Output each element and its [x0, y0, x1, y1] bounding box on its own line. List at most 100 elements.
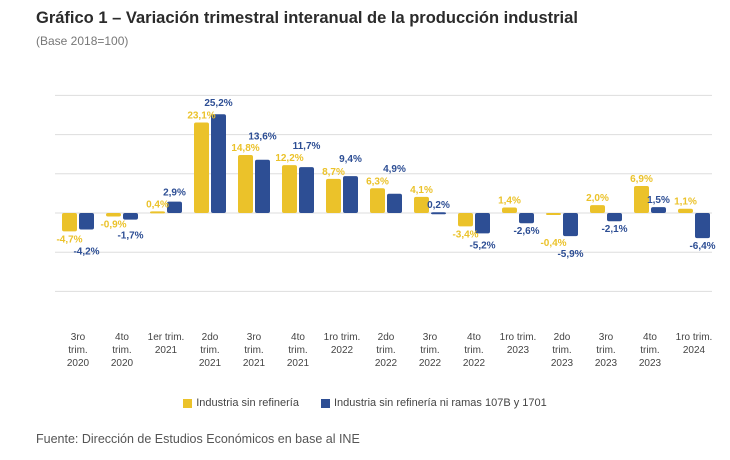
x-tick-label: trim. — [288, 345, 307, 356]
bar — [414, 196, 429, 213]
x-tick-label: 2021 — [287, 358, 310, 369]
data-label: 23,1% — [187, 110, 215, 121]
bar — [167, 201, 182, 213]
legend-item-2: Industria sin refinería ni ramas 107B y … — [320, 397, 547, 409]
data-label: 2,9% — [163, 188, 186, 199]
bar — [123, 213, 138, 220]
x-tick-label: 2020 — [67, 358, 90, 369]
data-label: -0,4% — [540, 238, 566, 249]
data-label: 8,7% — [322, 167, 345, 178]
x-tick-label: 1ro trim. — [676, 332, 713, 343]
x-tick-label: trim. — [552, 345, 571, 356]
bar — [678, 208, 693, 213]
legend-label: Industria sin refinería ni ramas 107B y … — [333, 397, 547, 409]
x-tick-label: 2023 — [507, 345, 530, 356]
bar — [238, 154, 253, 213]
chart-subtitle: (Base 2018=100) — [36, 34, 129, 48]
x-tick-label: 2021 — [199, 358, 222, 369]
data-label: -2,6% — [513, 226, 539, 237]
x-tick-label: 2023 — [639, 358, 662, 369]
bar — [282, 165, 297, 213]
x-tick-label: trim. — [112, 345, 131, 356]
x-tick-label: 3ro — [599, 332, 614, 343]
x-tick-label: 3ro — [71, 332, 86, 343]
bar — [651, 207, 666, 213]
legend-label: Industria sin refinería — [196, 397, 299, 409]
x-tick-label: 4to — [467, 332, 481, 343]
bar — [387, 193, 402, 213]
data-label: -5,9% — [557, 249, 583, 260]
data-label: 4,9% — [383, 164, 406, 175]
data-label: -1,7% — [117, 231, 143, 242]
legend-swatch-yellow — [183, 398, 193, 408]
data-label: 0,2% — [427, 200, 450, 211]
data-label: 0,4% — [146, 199, 169, 210]
data-label: -3,4% — [452, 229, 478, 240]
x-tick-label: 2022 — [463, 358, 486, 369]
x-tick-label: trim. — [376, 345, 395, 356]
source-note: Fuente: Dirección de Estudios Económicos… — [36, 432, 360, 446]
data-label: 4,1% — [410, 185, 433, 196]
bar — [458, 213, 473, 227]
x-tick-label: 2do — [378, 332, 395, 343]
x-tick-label: trim. — [68, 345, 87, 356]
chart-title: Gráfico 1 – Variación trimestral interan… — [36, 9, 578, 27]
bar — [431, 212, 446, 215]
bar — [607, 213, 622, 222]
bar — [590, 205, 605, 213]
data-label: 13,6% — [248, 132, 276, 143]
bar — [563, 213, 578, 237]
bar — [634, 185, 649, 213]
x-tick-label: trim. — [596, 345, 615, 356]
data-label: -5,2% — [469, 240, 495, 251]
data-label: -4,7% — [56, 234, 82, 245]
x-tick-label: 1ro trim. — [324, 332, 361, 343]
x-tick-label: 2do — [554, 332, 571, 343]
data-label: 6,9% — [630, 174, 653, 185]
x-tick-label: 2do — [202, 332, 219, 343]
bar — [519, 213, 534, 224]
bar — [370, 188, 385, 213]
data-label: 25,2% — [204, 98, 232, 109]
data-label: -0,9% — [100, 220, 126, 231]
bar — [475, 213, 490, 234]
bar — [255, 159, 270, 213]
bar — [150, 211, 165, 214]
data-label: -6,4% — [689, 241, 715, 252]
x-tick-label: 2021 — [155, 345, 178, 356]
bar — [343, 176, 358, 213]
x-tick-label: trim. — [420, 345, 439, 356]
legend-swatch-blue — [320, 398, 330, 408]
x-tick-label: 2021 — [243, 358, 266, 369]
x-tick-label: 4to — [643, 332, 657, 343]
x-tick-label: 2024 — [683, 345, 706, 356]
x-tick-label: 2023 — [595, 358, 618, 369]
bar — [502, 207, 517, 213]
bar — [79, 213, 94, 230]
x-tick-label: 2023 — [551, 358, 574, 369]
data-label: -2,1% — [601, 224, 627, 235]
data-label: 6,3% — [366, 176, 389, 187]
bar — [62, 213, 77, 232]
data-label: 1,5% — [647, 195, 670, 206]
bar — [299, 167, 314, 213]
x-tick-label: 1er trim. — [148, 332, 185, 343]
x-tick-label: trim. — [244, 345, 263, 356]
x-tick-label: 2020 — [111, 358, 134, 369]
x-tick-label: trim. — [464, 345, 483, 356]
bar-chart: 3ro trim. 2020 4to trim. 2020 1er trim. 2021 2do… — [55, 94, 716, 369]
x-tick-label: trim. — [200, 345, 219, 356]
x-tick-label: 3ro — [423, 332, 438, 343]
bar — [546, 213, 561, 215]
data-label: -4,2% — [73, 246, 99, 257]
data-label: 9,4% — [339, 154, 362, 165]
data-label: 12,2% — [275, 153, 303, 164]
x-tick-label: 2022 — [331, 345, 354, 356]
data-label: 11,7% — [293, 141, 321, 152]
x-tick-label: 2022 — [375, 358, 398, 369]
x-tick-label: 1ro trim. — [500, 332, 537, 343]
data-label: 2,0% — [586, 193, 609, 204]
legend: Industria sin refinería Industria sin re… — [0, 397, 730, 409]
x-tick-label: trim. — [640, 345, 659, 356]
legend-item-1: Industria sin refinería — [183, 397, 299, 409]
